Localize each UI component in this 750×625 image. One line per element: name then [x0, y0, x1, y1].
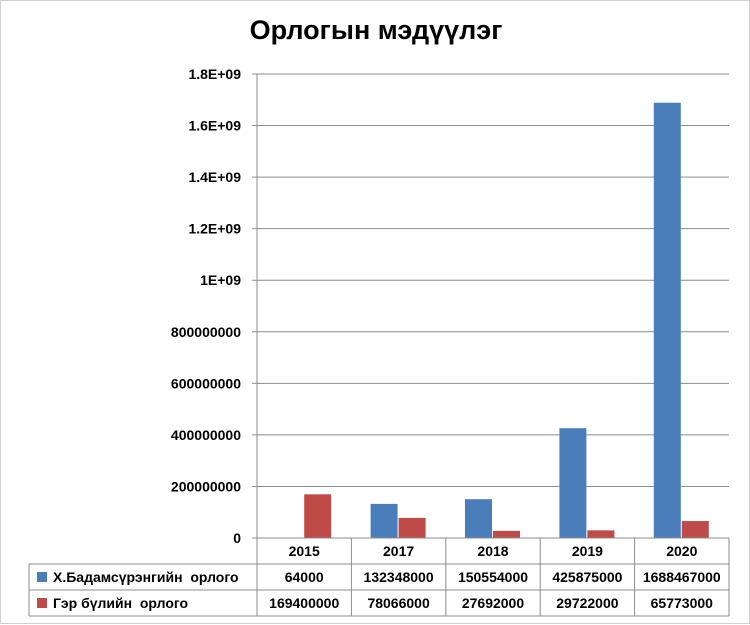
y-tick-label: 1E+09: [200, 272, 241, 288]
table-value-series-1: 150554000: [458, 569, 528, 585]
y-tick-label: 200000000: [171, 478, 241, 494]
legend-key-series-2: [37, 598, 47, 608]
y-tick-label: 400000000: [171, 427, 241, 443]
bar-series-2-2019: [587, 530, 614, 538]
table-value-series-2: 169400000: [269, 595, 339, 611]
x-category-label: 2017: [383, 543, 414, 559]
table-value-series-2: 65773000: [651, 595, 714, 611]
x-category-label: 2020: [666, 543, 697, 559]
bar-series-2-2018: [493, 531, 520, 538]
legend-label-series-1: Х.Бадамсүрэнгийн орлого: [53, 569, 239, 585]
bar-series-1-2020: [654, 103, 681, 538]
x-category-label: 2015: [289, 543, 320, 559]
y-tick-label: 600000000: [171, 375, 241, 391]
legend-key-series-1: [37, 572, 47, 582]
bar-series-2-2015: [304, 494, 331, 538]
bar-series-1-2018: [465, 499, 492, 538]
x-category-label: 2018: [477, 543, 508, 559]
y-tick-label: 1.6E+09: [188, 118, 241, 134]
table-value-series-2: 78066000: [367, 595, 430, 611]
table-value-series-2: 27692000: [462, 595, 525, 611]
y-tick-label: 1.2E+09: [188, 221, 241, 237]
y-tick-label: 1.8E+09: [188, 66, 241, 82]
y-tick-label: 800000000: [171, 324, 241, 340]
x-category-label: 2019: [572, 543, 603, 559]
table-value-series-2: 29722000: [556, 595, 619, 611]
table-value-series-1: 425875000: [552, 569, 622, 585]
bar-series-2-2017: [399, 518, 426, 538]
table-value-series-1: 64000: [285, 569, 324, 585]
y-tick-label: 0: [233, 530, 241, 546]
bar-series-2-2020: [682, 521, 709, 538]
table-value-series-1: 132348000: [364, 569, 434, 585]
bar-series-1-2017: [371, 504, 398, 538]
bar-series-1-2019: [559, 428, 586, 538]
legend-label-series-2: Гэр бүлийн орлого: [53, 595, 188, 611]
y-tick-label: 1.4E+09: [188, 169, 241, 185]
table-value-series-1: 1688467000: [643, 569, 721, 585]
